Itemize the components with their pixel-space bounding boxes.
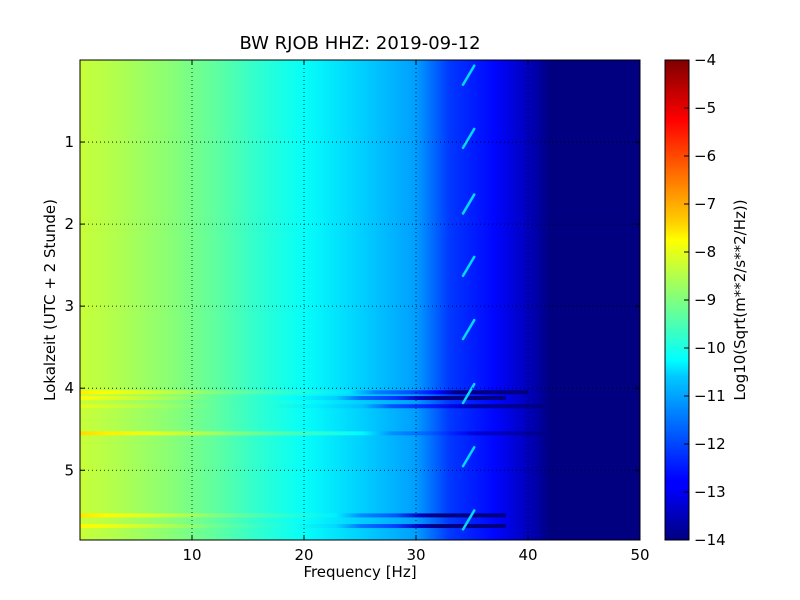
chart-title: BW RJOB HHZ: 2019-09-12	[239, 33, 480, 54]
y-axis-ticks: 1 2 3 4 5	[64, 133, 640, 479]
event-band	[80, 404, 551, 409]
spectrogram-background	[80, 60, 640, 540]
periodic-signal-mark	[461, 193, 476, 215]
colorbar-tick-label: −7	[694, 195, 716, 213]
colorbar-tick-label: −6	[694, 147, 716, 165]
y-tick-label: 5	[64, 461, 74, 479]
plot-frame	[79, 59, 641, 541]
y-tick-label: 3	[64, 297, 74, 315]
periodic-signal-mark	[461, 382, 476, 405]
periodic-signal-mark	[461, 318, 476, 341]
event-band	[80, 524, 506, 529]
x-axis-label: Frequency [Hz]	[303, 563, 416, 581]
y-axis-label: Lokalzeit (UTC + 2 Stunde)	[41, 199, 59, 401]
periodic-signal-mark	[461, 127, 476, 150]
colorbar-tick-label: −9	[694, 291, 716, 309]
event-band	[80, 396, 506, 401]
event-band	[80, 431, 551, 436]
x-tick-label: 20	[294, 546, 313, 564]
y-tick-label: 4	[64, 379, 74, 397]
x-tick-label: 40	[518, 546, 537, 564]
colorbar-ticks: −4 −5 −6 −7 −8 −9 −10 −11 −12 −13 −14	[684, 51, 726, 549]
y-tick-label: 1	[64, 133, 74, 151]
periodic-signal-marks	[461, 64, 476, 531]
colorbar-tick-label: −13	[694, 483, 726, 501]
colorbar-tick-label: −4	[694, 51, 716, 69]
colorbar-tick-label: −8	[694, 243, 716, 261]
x-axis-ticks: 10 20 30 40 50	[182, 60, 650, 564]
plot-area	[80, 60, 640, 540]
x-tick-label: 10	[182, 546, 201, 564]
colorbar-tick-label: −5	[694, 99, 716, 117]
event-band	[80, 513, 506, 518]
x-tick-label: 30	[406, 546, 425, 564]
colorbar-tick-label: −12	[694, 435, 726, 453]
periodic-signal-mark	[461, 64, 476, 86]
colorbar-tick-label: −14	[694, 531, 726, 549]
colorbar-tick-label: −11	[694, 387, 726, 405]
periodic-signal-mark	[461, 446, 476, 468]
x-tick-label: 50	[630, 546, 649, 564]
periodic-signal-mark	[461, 509, 476, 531]
gridlines	[80, 60, 640, 540]
colorbar-label: Log10(Sqrt(m**2/s**2/Hz))	[731, 199, 749, 400]
colorbar-tick-label: −10	[694, 339, 726, 357]
periodic-signal-mark	[461, 255, 476, 278]
y-tick-label: 2	[64, 215, 74, 233]
